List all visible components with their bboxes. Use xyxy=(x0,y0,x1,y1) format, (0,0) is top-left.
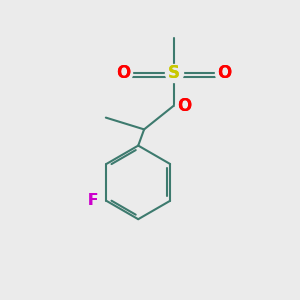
Text: O: O xyxy=(116,64,130,82)
Text: O: O xyxy=(217,64,231,82)
Text: O: O xyxy=(217,64,231,82)
Text: F: F xyxy=(88,193,98,208)
Text: O: O xyxy=(116,64,130,82)
Text: S: S xyxy=(168,64,180,82)
Text: O: O xyxy=(177,97,191,115)
Text: S: S xyxy=(168,64,180,82)
Text: F: F xyxy=(88,193,98,208)
Text: O: O xyxy=(177,97,191,115)
